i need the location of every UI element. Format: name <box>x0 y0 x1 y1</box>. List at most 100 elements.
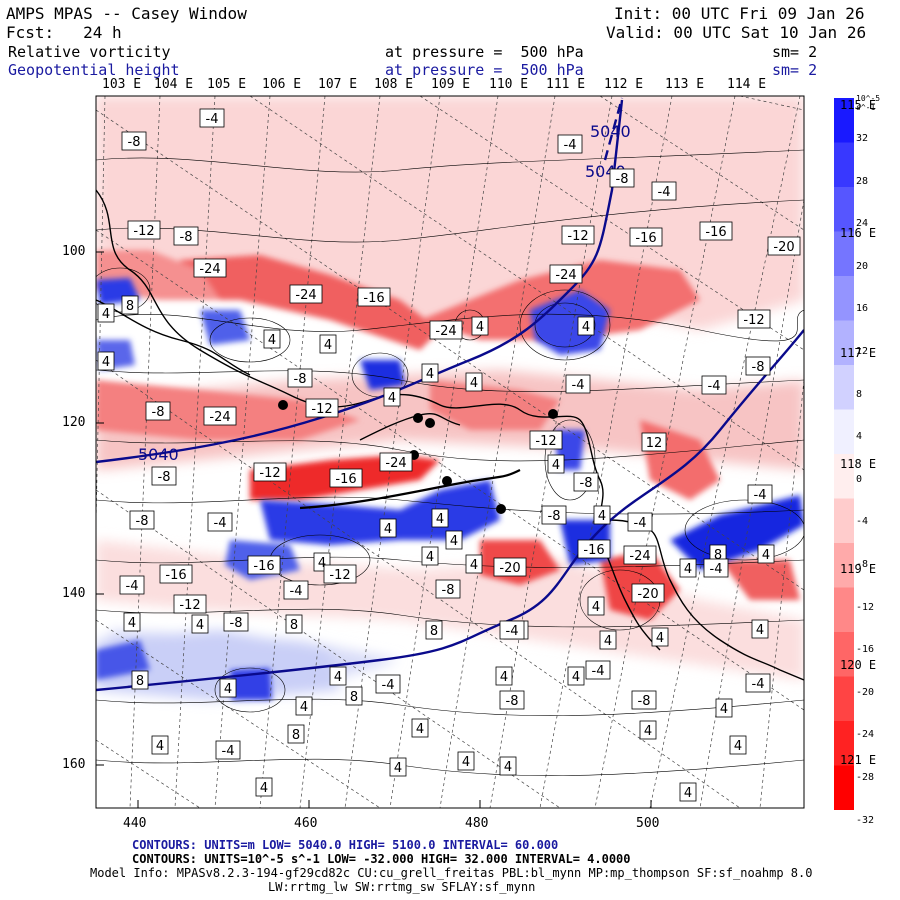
svg-text:4: 4 <box>572 670 580 685</box>
vorticity-label: -4 <box>499 620 525 640</box>
vorticity-label: 4 <box>383 387 401 407</box>
vorticity-label: -16 <box>247 555 281 575</box>
vorticity-label: -4 <box>565 374 591 394</box>
svg-text:4: 4 <box>504 760 512 775</box>
svg-text:4: 4 <box>470 558 478 573</box>
svg-text:-24: -24 <box>199 262 220 277</box>
lon-label: 110 E <box>489 77 529 92</box>
vorticity-label: -20 <box>767 236 801 256</box>
vorticity-label: -16 <box>159 564 193 584</box>
vorticity-label: 4 <box>499 756 517 776</box>
svg-text:-12: -12 <box>179 598 200 613</box>
x-tick: 480 <box>465 816 489 831</box>
vorticity-label: 4 <box>465 372 483 392</box>
valid-time: Valid: 00 UTC Sat 10 Jan 26 <box>606 23 867 42</box>
svg-text:-8: -8 <box>752 360 765 375</box>
svg-text:4: 4 <box>426 367 434 382</box>
vorticity-label: 4 <box>651 627 669 647</box>
svg-text:-8: -8 <box>616 172 629 187</box>
vorticity-label: 4 <box>379 518 397 538</box>
svg-text:-24: -24 <box>629 549 650 564</box>
svg-text:-8: -8 <box>580 476 593 491</box>
vorticity-label: -24 <box>289 284 323 304</box>
vorticity-label: 4 <box>715 698 733 718</box>
vorticity-label: -12 <box>561 225 595 245</box>
vorticity-label: 4 <box>219 678 237 698</box>
field2-name: Geopotential height <box>8 61 180 79</box>
plot-frame <box>95 95 805 809</box>
colorbar-segment <box>834 365 854 410</box>
colorbar-segment <box>834 320 854 366</box>
lon-label: 108 E <box>374 77 414 92</box>
vorticity-label: 4 <box>679 558 697 578</box>
map-grid <box>96 96 804 808</box>
y-tick: 140 <box>62 586 86 601</box>
svg-text:12: 12 <box>646 436 663 451</box>
vorticity-label: -12 <box>305 398 339 418</box>
vorticity-label: -8 <box>121 131 147 151</box>
vorticity-label: 4 <box>679 782 697 802</box>
colorbar-segment <box>834 676 854 722</box>
vorticity-label: 4 <box>263 329 281 349</box>
vorticity-label: 4 <box>421 546 439 566</box>
vorticity-label: -24 <box>193 258 227 278</box>
lon-label: 104 E <box>154 77 194 92</box>
vorticity-label: -4 <box>651 181 677 201</box>
x-tick: 460 <box>294 816 318 831</box>
svg-text:-4: -4 <box>506 624 519 639</box>
lat-label: 121 E <box>840 753 877 767</box>
vorticity-label: 4 <box>329 666 347 686</box>
svg-text:-4: -4 <box>564 138 577 153</box>
svg-text:4: 4 <box>416 722 424 737</box>
vorticity-label: -8 <box>499 690 525 710</box>
vorticity-label: 4 <box>567 666 585 686</box>
vorticity-label: 8 <box>345 686 363 706</box>
svg-text:8: 8 <box>714 548 722 563</box>
svg-text:-4: -4 <box>708 379 721 394</box>
svg-text:-12: -12 <box>311 402 332 417</box>
vorticity-label: -16 <box>629 227 663 247</box>
vorticity-label: 4 <box>389 757 407 777</box>
svg-text:4: 4 <box>500 670 508 685</box>
vorticity-label: -20 <box>493 557 527 577</box>
colorbar-label: -4 <box>856 516 869 528</box>
vorticity-label: 4 <box>295 696 313 716</box>
field2-level: at pressure = 500 hPa <box>385 61 584 79</box>
svg-text:4: 4 <box>300 700 308 715</box>
svg-text:4: 4 <box>592 600 600 615</box>
vorticity-label: -4 <box>745 673 771 693</box>
vorticity-label: -8 <box>631 690 657 710</box>
lat-label: 116 E <box>840 226 877 240</box>
svg-text:-24: -24 <box>209 410 230 425</box>
svg-text:-4: -4 <box>126 579 139 594</box>
svg-text:-20: -20 <box>773 240 794 255</box>
svg-text:-12: -12 <box>329 568 350 583</box>
colorbar-label: -28 <box>856 772 875 783</box>
svg-text:4: 4 <box>394 761 402 776</box>
model-physics: LW:rrtmg_lw SW:rrtmg_sw SFLAY:sf_mynn <box>268 880 536 894</box>
svg-text:-16: -16 <box>165 568 186 583</box>
svg-text:8: 8 <box>136 674 144 689</box>
svg-text:4: 4 <box>260 781 268 796</box>
svg-text:-24: -24 <box>435 324 456 339</box>
vorticity-label: 4 <box>757 544 775 564</box>
svg-text:4: 4 <box>128 616 136 631</box>
vorticity-label: -4 <box>207 512 233 532</box>
vorticity-label: 4 <box>577 316 595 336</box>
vorticity-label: 4 <box>639 720 657 740</box>
y-tick: 120 <box>62 415 86 430</box>
height-labels: 5040 5040 5040 <box>138 122 631 464</box>
vorticity-label: 4 <box>421 363 439 383</box>
lon-label: 112 E <box>604 77 644 92</box>
svg-text:-4: -4 <box>592 664 605 679</box>
colorbar-segment <box>834 721 854 766</box>
vorticity-label: -8 <box>223 612 249 632</box>
svg-text:4: 4 <box>720 702 728 717</box>
vorticity-label: -12 <box>323 564 357 584</box>
vorticity-label: -12 <box>529 430 563 450</box>
vorticity-label: -4 <box>119 575 145 595</box>
colorbar-label: 8 <box>856 388 863 400</box>
svg-text:4: 4 <box>476 320 484 335</box>
vorticity-label: -8 <box>287 368 313 388</box>
vorticity-label: 4 <box>495 666 513 686</box>
